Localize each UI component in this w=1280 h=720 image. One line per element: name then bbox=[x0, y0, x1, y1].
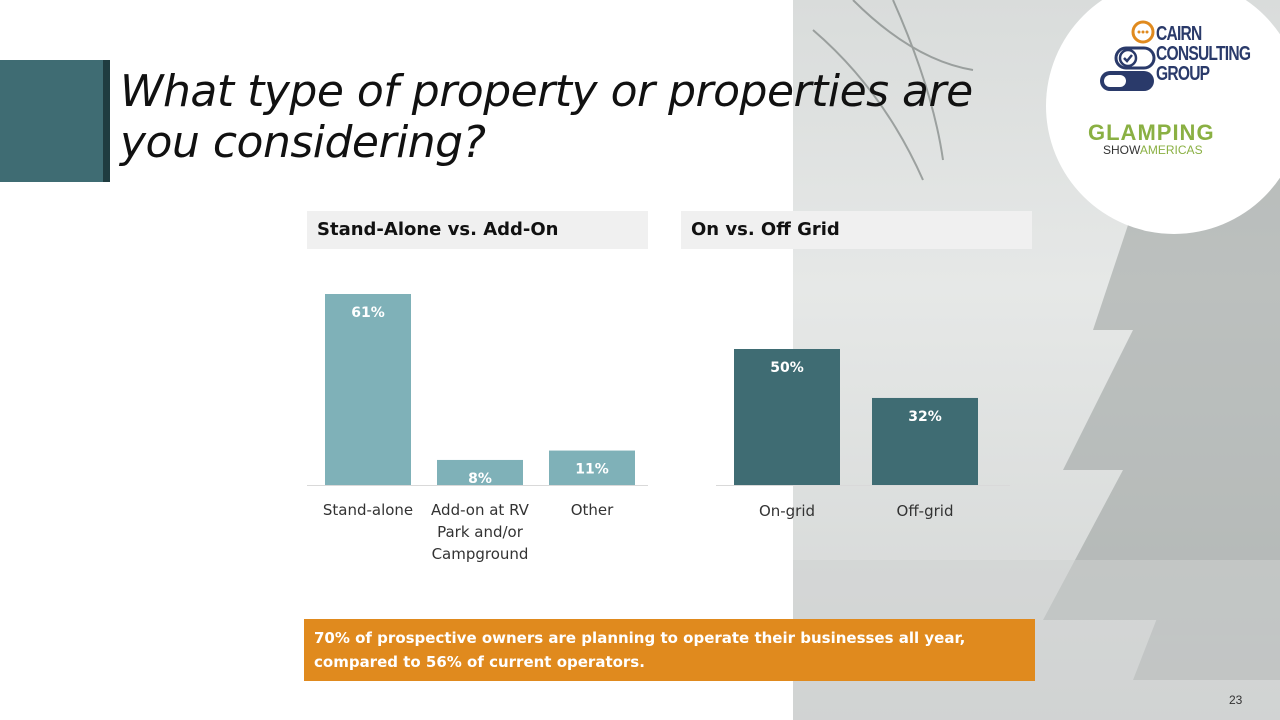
chart2-bar-1 bbox=[734, 349, 840, 485]
chart2-bar-2 bbox=[872, 397, 978, 485]
chart1-bar-3 bbox=[549, 450, 635, 485]
chart2-data-label-1: 50% bbox=[770, 360, 804, 376]
chart1-category-label-2: Campground bbox=[432, 545, 529, 563]
chart2-header: On vs. Off Grid bbox=[681, 211, 1032, 249]
glamping-logo-subtext: SHOWAMERICAS bbox=[1103, 143, 1203, 157]
chart1-data-label-3: 11% bbox=[575, 462, 609, 478]
chart2-data-label-2: 32% bbox=[908, 409, 942, 425]
chart1-category-label-3: Other bbox=[571, 501, 614, 519]
chart1-bar-2 bbox=[437, 459, 523, 485]
logo-circle bbox=[1046, 0, 1280, 234]
chart1-category-label-2: Park and/or bbox=[437, 523, 524, 541]
title-accent-line bbox=[103, 60, 110, 182]
page-title: What type of property or properties are … bbox=[120, 66, 973, 168]
chart1-bar-1 bbox=[325, 294, 411, 485]
chart1-data-label-2: 8% bbox=[468, 471, 492, 487]
glamping-logo-text: GLAMPING bbox=[1088, 120, 1215, 145]
chart1-category-label-2: Add-on at RV bbox=[431, 501, 530, 519]
page-number: 23 bbox=[1229, 693, 1243, 707]
chart1-category-label-1: Stand-alone bbox=[323, 501, 413, 519]
chart1-header: Stand-Alone vs. Add-On bbox=[307, 211, 648, 249]
chart2-category-label-1: On-grid bbox=[759, 502, 815, 520]
callout-box: 70% of prospective owners are planning t… bbox=[304, 619, 1035, 681]
cairn-logo-icon bbox=[1100, 20, 1156, 91]
chart2-category-label-2: Off-grid bbox=[897, 502, 954, 520]
title-accent-block bbox=[0, 60, 103, 182]
chart1-data-label-1: 61% bbox=[351, 305, 385, 321]
cairn-logo-text: CAIRN CONSULTING GROUP bbox=[1156, 23, 1251, 85]
